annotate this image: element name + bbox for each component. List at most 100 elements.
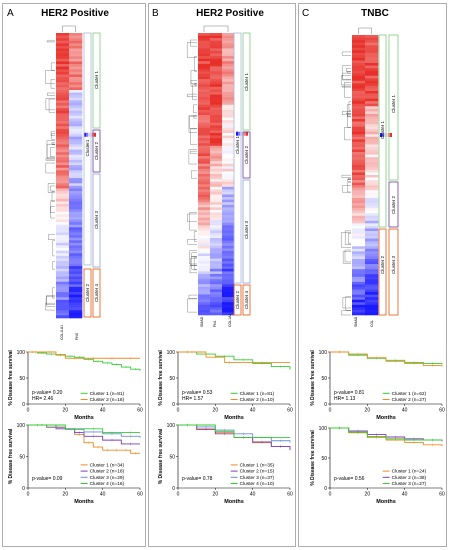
- km-x-tick-label: 20: [365, 408, 371, 414]
- panel-c-heatmap-cell: [352, 266, 366, 270]
- panel-a-heatmap-cell: [69, 74, 83, 78]
- panel-b-heatmap-cell: [222, 248, 235, 252]
- km-x-axis-label: Months: [376, 499, 396, 505]
- panel-b-heatmap-cell: [222, 81, 235, 85]
- km-x-axis-label: Months: [74, 415, 94, 421]
- panel-b-heatmap-column-dendrogram: [203, 25, 229, 32]
- panel-b-heatmap-cell: [198, 312, 211, 316]
- panel-c-heatmap-cell: [352, 187, 366, 191]
- panel-b-heatmap-cell: [198, 50, 211, 54]
- panel-c-heatmap-cell: [365, 154, 379, 158]
- panel-c-heatmap-cell: [365, 309, 379, 313]
- panel-b-letter: B: [152, 8, 159, 19]
- panel-c-heatmap-cell: [365, 248, 379, 252]
- panel-b-heatmap-cell: [198, 145, 211, 149]
- panel-a-heatmap-cell: [69, 284, 83, 288]
- panel-b-heatmap-cell: [198, 79, 211, 83]
- panel-a-heatmap-cell: [69, 229, 83, 233]
- panel-c-heatmap-cell: [352, 253, 366, 257]
- panel-b-heatmap-cell: [210, 117, 223, 121]
- panel-b-heatmap-cell: [222, 258, 235, 262]
- panel-b-heatmap-cell: [198, 45, 211, 49]
- panel-c-heatmap-color-key-swatch: [380, 133, 382, 137]
- panel-a-heatmap-dendrogram-branch: [50, 147, 55, 157]
- km-x-tick-label: 20: [63, 408, 69, 414]
- panel-b-heatmap-cell: [222, 179, 235, 182]
- panel-a-heatmap-dendrogram-branch: [50, 200, 55, 219]
- panel-c-heatmap-cell: [352, 307, 366, 311]
- panel-a-cluster-2-box: [92, 129, 101, 173]
- panel-b-heatmap-cell: [222, 309, 235, 313]
- panel-c-heatmap-cell: [365, 91, 379, 94]
- panel-b-heatmap-dendrogram-branch: [189, 250, 197, 265]
- km-y-tick-label: 0: [324, 486, 327, 492]
- km-y-tick-label: 100: [17, 423, 26, 429]
- panel-c-heatmap-cell: [365, 261, 379, 265]
- panel-c-heatmap-cell: [365, 203, 379, 206]
- panel-a-heatmap-cell: [69, 77, 83, 80]
- panel-c-heatmap-cell: [352, 228, 366, 232]
- panel-b-heatmap-cell: [198, 238, 211, 241]
- panel-b-heatmap-cell: [198, 271, 211, 275]
- panel-a-heatmap-cell: [69, 315, 83, 319]
- panel-c-heatmap-cell: [352, 269, 366, 273]
- panel-c-heatmap-cell: [365, 134, 379, 138]
- panel-b-heatmap-cell: [222, 279, 235, 282]
- panel-b-heatmap-cell: [198, 94, 211, 98]
- panel-a-heatmap-cell: [69, 204, 83, 207]
- panel-c-super-cluster-2-box: [378, 228, 387, 316]
- panel-b-heatmap-cell: [222, 304, 235, 308]
- panel-a-heatmap-cell: [69, 110, 83, 114]
- panel-a-heatmap-cell: [69, 307, 83, 311]
- panel-c-heatmap-cell: [365, 37, 379, 41]
- panel-a-heatmap-cell: [69, 144, 83, 148]
- panel-c-heatmap-cell: [352, 63, 366, 66]
- km-x-tick-label: 20: [365, 492, 371, 498]
- panel-c-heatmap-cell: [352, 70, 366, 74]
- panel-c-heatmap-cell: [352, 75, 366, 79]
- panel-a-heatmap-cell: [56, 261, 70, 264]
- panel-a-heatmap-cell: [69, 237, 83, 241]
- panel-c-heatmap-dendrogram-branch: [347, 71, 351, 74]
- panel-b-heatmap-cell: [222, 150, 235, 154]
- panel-a-heatmap-dendrogram-branch: [48, 234, 55, 240]
- panel-a-heatmap-cell: [56, 227, 70, 231]
- panel-a-heatmap-cell: [69, 245, 83, 249]
- panel-b-heatmap-cell: [198, 99, 211, 103]
- panel-a-heatmap-cell: [69, 206, 83, 210]
- panel-b-heatmap-cell: [198, 197, 211, 200]
- panel-b-heatmap-cell: [222, 194, 235, 198]
- panel-b-heatmap-dendrogram-branch: [194, 257, 197, 271]
- km-y-tick-label: 100: [17, 350, 26, 356]
- panel-c-heatmap-cell: [352, 236, 366, 239]
- panel-a-heatmap: [45, 25, 96, 319]
- panel-a-heatmap-cell: [56, 183, 70, 187]
- panel-b-heatmap-cell: [222, 91, 235, 95]
- panel-b-heatmap-cell: [222, 240, 235, 244]
- panel-b-heatmap-cell: [222, 217, 235, 221]
- panel-a-heatmap-cell: [69, 162, 83, 166]
- km-y-axis-label: % Disease free survival: [310, 350, 316, 406]
- km-survival-curve: [178, 351, 290, 363]
- panel-a-heatmap-cell: [56, 159, 70, 163]
- panel-a-heatmap-cell: [56, 178, 70, 181]
- panel-c-heatmap-cell: [352, 40, 366, 43]
- panel-a-heatmap-cell: [56, 224, 70, 228]
- panel-c-heatmap-cell: [365, 152, 379, 155]
- panel-a-heatmap-dendrogram-branch: [50, 185, 55, 192]
- panel-c-heatmap-cell: [365, 213, 379, 217]
- panel-b-heatmap-cell: [198, 140, 211, 144]
- panel-a-heatmap-cell: [69, 100, 83, 104]
- panel-a-heatmap-dendrogram-branch: [47, 92, 55, 96]
- panel-a-heatmap-cell: [69, 136, 83, 140]
- panel-c-heatmap-dendrogram-branch: [341, 75, 351, 86]
- panel-a-letter: A: [7, 8, 14, 19]
- panel-a-heatmap-cell: [69, 69, 83, 73]
- panel-b-heatmap-cell: [222, 148, 235, 152]
- panel-a-heatmap-cell: [56, 123, 70, 127]
- panel-c-heatmap-cell: [365, 274, 379, 278]
- panel-a-heatmap-cell: [56, 255, 70, 259]
- panel-b-heatmap-cell: [222, 199, 235, 203]
- panel-c-super-cluster-2-label: Cluster 2: [380, 256, 385, 275]
- km-x-tick-label: 0: [177, 408, 180, 414]
